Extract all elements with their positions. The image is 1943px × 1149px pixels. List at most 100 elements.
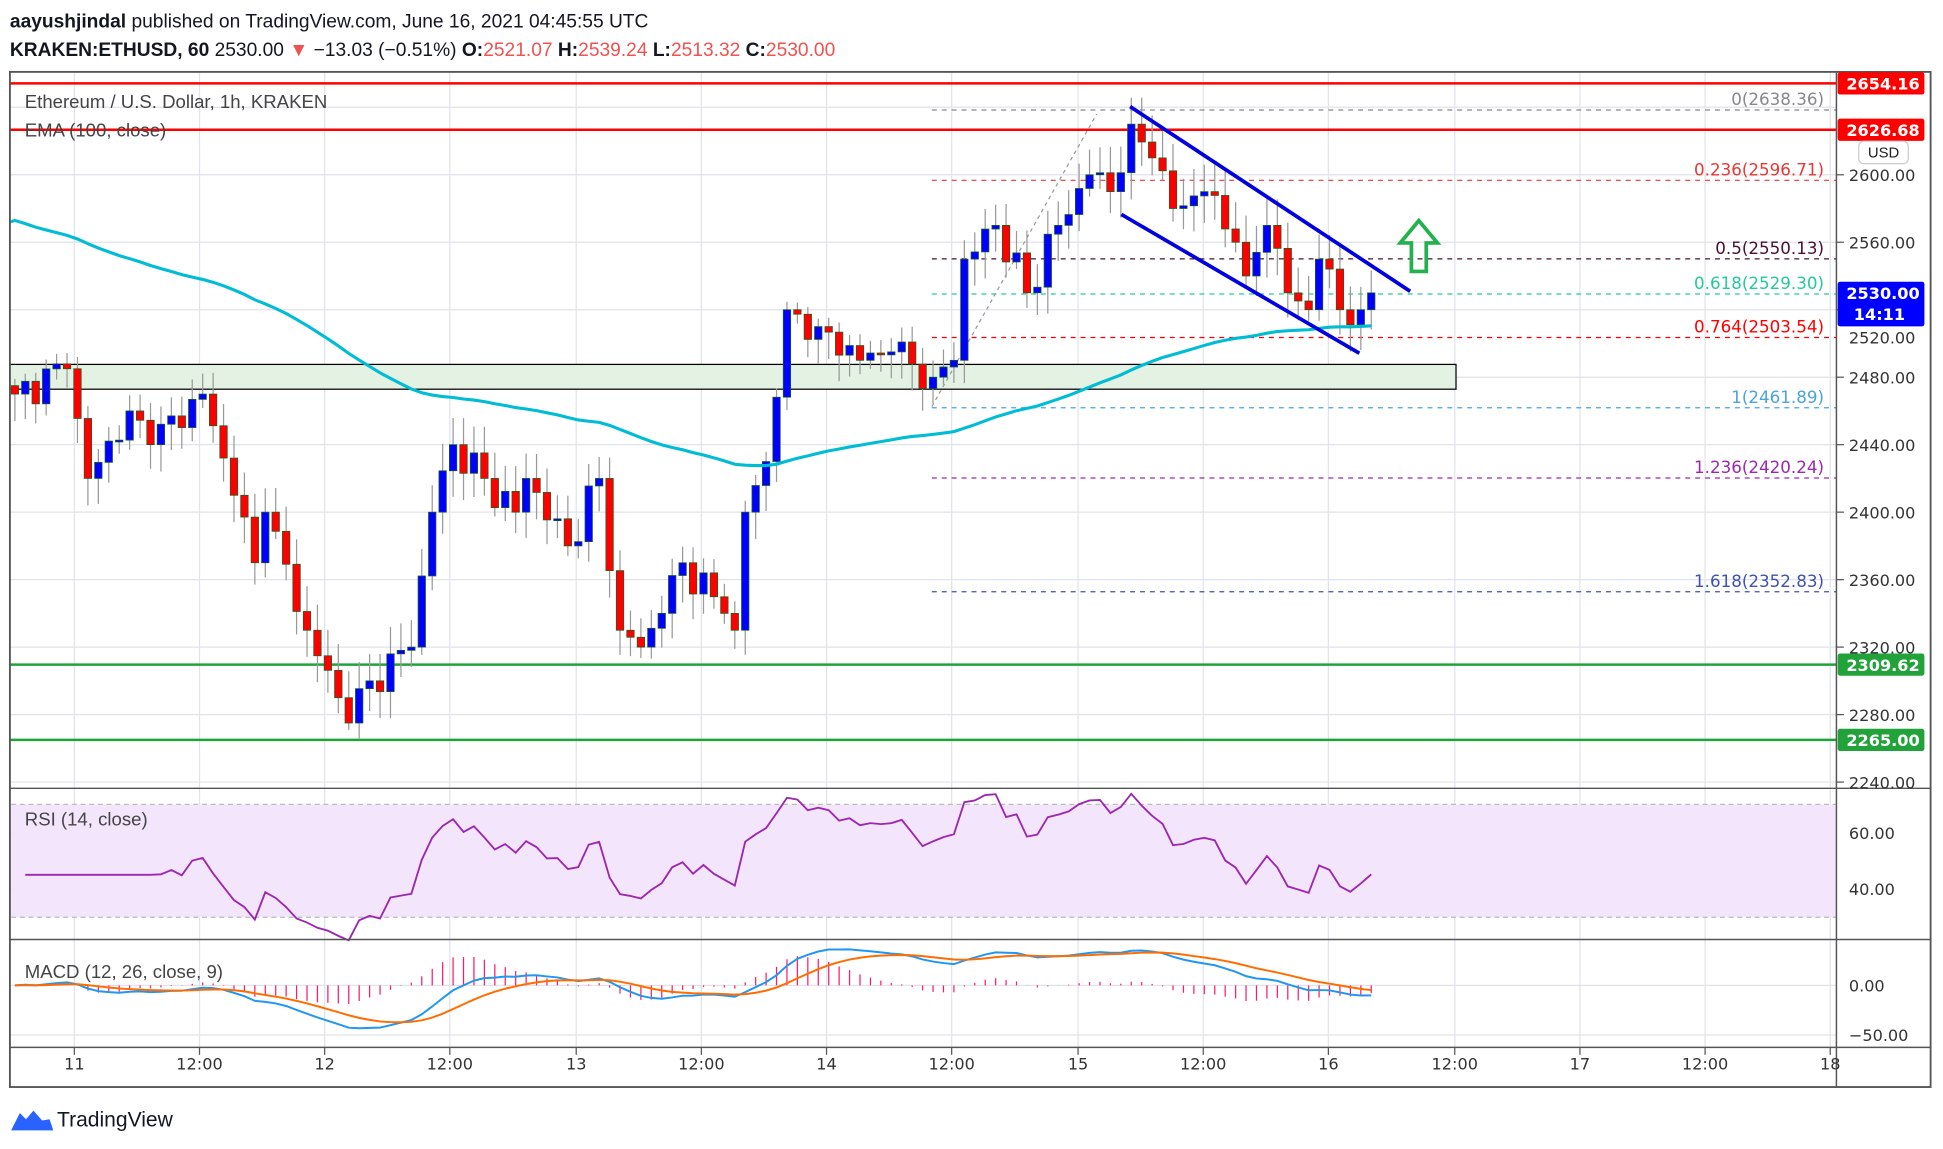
candle-up <box>1095 172 1105 176</box>
price-badge-label: 2309.62 <box>1846 656 1919 675</box>
candle-down <box>918 363 927 390</box>
rsi-band <box>11 804 1837 918</box>
candle-down <box>271 511 280 532</box>
candle-down <box>240 494 249 518</box>
candle-up <box>657 612 666 629</box>
fib-level-label: 1(2461.89) <box>1731 387 1824 407</box>
candle-up <box>501 490 510 509</box>
candle-down <box>31 380 40 405</box>
candle-down <box>511 490 520 513</box>
channel-upper-line[interactable] <box>1129 105 1412 293</box>
symbol[interactable]: KRAKEN:ETHUSD, 60 <box>10 40 209 61</box>
candles <box>10 97 1376 739</box>
candle-up <box>417 575 426 648</box>
candle-down <box>709 572 719 598</box>
time-tick-label: 12:00 <box>1432 1055 1478 1074</box>
candle-down <box>855 345 865 361</box>
open-value: 2521.07 <box>483 40 552 61</box>
symbol-line: KRAKEN:ETHUSD, 60 2530.00 ▼ −13.03 (−0.5… <box>10 40 835 61</box>
fibonacci-retracement[interactable]: 0(2638.36) 0.236(2596.71) 0.5(2550.13) 0.61… <box>931 89 1837 593</box>
candle-up <box>970 251 979 260</box>
time-tick-label: 12:00 <box>176 1055 222 1074</box>
candle-down <box>1346 309 1355 326</box>
candle-down <box>1221 195 1230 230</box>
candle-down <box>1241 241 1251 277</box>
last-price-badge <box>1837 281 1925 327</box>
author[interactable]: aayushjindal <box>10 11 126 32</box>
candle-down <box>876 352 885 356</box>
low-value: 2513.32 <box>671 40 740 61</box>
fib-level-label: 0(2638.36) <box>1731 89 1824 109</box>
channel-lower-line[interactable] <box>1120 212 1361 355</box>
time-tick-label: 12:00 <box>1682 1055 1728 1074</box>
macd-tick-label: −50.00 <box>1849 1026 1909 1045</box>
candle-down <box>62 363 72 370</box>
candle-up <box>782 309 792 398</box>
fib-level-label: 1.236(2420.24) <box>1694 457 1824 477</box>
currency-button[interactable] <box>1858 140 1909 165</box>
last-price: 2530.00 <box>215 40 284 61</box>
candle-up <box>1116 172 1125 193</box>
candle-down <box>835 331 844 356</box>
candle-up <box>469 452 479 474</box>
fib-level-label: 0.236(2596.71) <box>1694 159 1824 179</box>
price-tick-label: 2240.00 <box>1849 773 1916 792</box>
candle-up <box>21 380 30 395</box>
down-triangle-icon: ▼ <box>284 40 314 61</box>
candle-down <box>250 516 259 564</box>
candle-up <box>198 393 207 400</box>
candle-down <box>1304 300 1313 311</box>
candle-down <box>1231 228 1240 243</box>
candle-down <box>563 518 572 547</box>
candle-up <box>574 541 583 547</box>
candle-down <box>177 415 186 428</box>
candle-up <box>1356 309 1365 326</box>
candle-down <box>1168 170 1178 209</box>
price-tick-label: 2520.00 <box>1849 329 1916 348</box>
candle-down <box>334 669 343 699</box>
time-tick-label: 11 <box>64 1055 84 1074</box>
candle-up <box>386 653 395 692</box>
high-value: 2539.24 <box>578 40 648 61</box>
price-tick-label: 2600.00 <box>1849 166 1916 185</box>
tradingview-logo[interactable]: TradingView <box>11 1109 174 1132</box>
candle-up <box>407 646 416 651</box>
candle-up <box>448 444 458 472</box>
candle-up <box>960 258 969 361</box>
candle-up <box>845 345 854 356</box>
price-badge-label: 2265.00 <box>1846 731 1919 750</box>
candle-up <box>42 368 51 405</box>
candle-up <box>355 688 364 724</box>
candle-up <box>584 485 593 542</box>
ema-line <box>9 218 1372 468</box>
candle-up <box>52 363 61 370</box>
candle-up <box>1189 195 1198 207</box>
candle-down <box>292 563 301 612</box>
candle-up <box>94 461 103 479</box>
time-tick-label: 12:00 <box>427 1055 473 1074</box>
axes[interactable]: 2600.00 2560.00 2520.00 2480.00 2440.00 2400.… <box>64 166 1915 1074</box>
candle-up <box>1064 214 1073 226</box>
candle-down <box>1325 258 1334 270</box>
price-badge <box>1837 653 1925 676</box>
candle-up <box>939 366 948 378</box>
time-tick-label: 12:00 <box>678 1055 724 1074</box>
candle-up <box>104 440 113 463</box>
price-tick-label: 2480.00 <box>1849 368 1916 387</box>
candle-up <box>991 225 1000 230</box>
time-tick-label: 12 <box>314 1055 334 1074</box>
horizontal-levels <box>9 82 1837 742</box>
candle-up <box>981 228 990 253</box>
candle-up <box>115 439 124 443</box>
candle-up <box>928 376 938 390</box>
candle-down <box>542 492 552 521</box>
price-badge-label: 2626.68 <box>1846 121 1919 140</box>
candle-up <box>814 326 823 340</box>
candle-down <box>615 570 625 631</box>
candle-up <box>261 511 270 564</box>
chart-frame <box>8 70 1932 1088</box>
time-tick-label: 17 <box>1570 1055 1590 1074</box>
price-tick-label: 2440.00 <box>1849 436 1916 455</box>
candle-down <box>824 326 833 333</box>
